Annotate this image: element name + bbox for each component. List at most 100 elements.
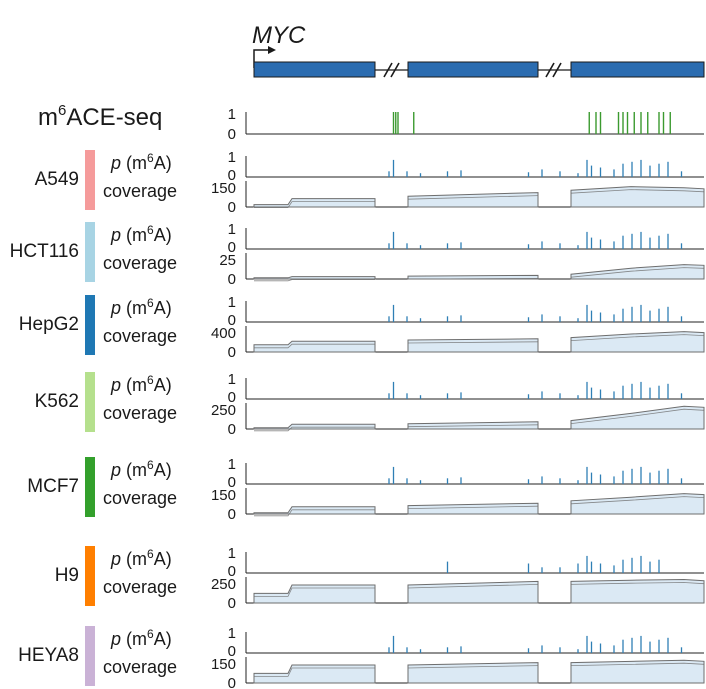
coverage-ymax-label: 25	[219, 252, 236, 269]
cell-line-color-bar	[85, 457, 95, 517]
p-m6a-label: p (m6A)	[110, 296, 172, 318]
coverage-replicate-line	[254, 667, 375, 677]
break-mark-2b	[552, 62, 562, 78]
coverage-replicate-line	[407, 505, 539, 509]
p-ymin-label: 0	[228, 389, 236, 406]
coverage-area-exon-1	[253, 198, 376, 208]
coverage-label: coverage	[103, 657, 177, 677]
coverage-replicate-line	[570, 496, 705, 505]
coverage-ymin-label: 0	[228, 675, 236, 689]
coverage-replicate-line	[254, 201, 375, 208]
coverage-area-exon-3	[570, 186, 705, 208]
p-m6a-label: p (m6A)	[110, 627, 172, 649]
cell-line-color-bar	[85, 626, 95, 686]
coverage-area-exon-2	[407, 192, 539, 208]
p-ymin-label: 0	[228, 239, 236, 256]
exon-2	[407, 61, 539, 78]
coverage-area-exon-1	[253, 664, 376, 684]
p-m6a-label: p (m6A)	[110, 223, 172, 245]
coverage-replicate-line	[407, 278, 539, 280]
p-ymin-label: 0	[228, 563, 236, 580]
ace-ymax-label: 1	[228, 106, 236, 123]
break-mark-1b	[390, 62, 400, 78]
cell-line-name: HEYA8	[18, 645, 79, 666]
ace-ymin-label: 0	[228, 126, 236, 143]
coverage-label: coverage	[103, 326, 177, 346]
coverage-replicate-line	[570, 582, 705, 585]
coverage-area-exon-3	[570, 659, 705, 684]
break-mark-2a	[545, 62, 555, 78]
p-ymax-label: 1	[228, 456, 236, 473]
p-ymin-label: 0	[228, 312, 236, 329]
coverage-label: coverage	[103, 253, 177, 273]
coverage-area-exon-3	[570, 331, 705, 353]
coverage-replicate-line	[407, 584, 539, 589]
cell-line-name: MCF7	[27, 476, 79, 497]
cell-line-color-bar	[85, 222, 95, 282]
cell-line-name: A549	[35, 169, 79, 190]
coverage-ymax-label: 250	[211, 402, 236, 419]
coverage-replicate-line	[254, 587, 375, 597]
coverage-replicate-line	[254, 279, 375, 282]
p-m6a-label: p (m6A)	[110, 151, 172, 173]
exon-3	[570, 61, 705, 78]
ace-seq-track: 1 0	[228, 106, 704, 143]
coverage-area-exon-1	[253, 506, 376, 515]
coverage-replicate-line	[570, 189, 705, 194]
coverage-area-exon-3	[570, 405, 705, 430]
p-ymax-label: 1	[228, 545, 236, 562]
p-ymin-label: 0	[228, 474, 236, 491]
ace-peaks	[392, 112, 671, 134]
coverage-ymin-label: 0	[228, 199, 236, 216]
break-mark-1a	[383, 62, 393, 78]
coverage-label: coverage	[103, 181, 177, 201]
p-ymax-label: 1	[228, 625, 236, 642]
coverage-area-exon-1	[253, 276, 376, 280]
coverage-ymin-label: 0	[228, 271, 236, 288]
coverage-ymin-label: 0	[228, 421, 236, 438]
cell-line-name: HCT116	[10, 241, 79, 262]
break-marks	[383, 62, 562, 78]
coverage-label: coverage	[103, 488, 177, 508]
exon-1	[253, 61, 376, 78]
coverage-replicate-line	[254, 426, 375, 432]
coverage-label: coverage	[103, 577, 177, 597]
coverage-area-exon-1	[253, 584, 376, 604]
method-title: m6ACE-seq	[38, 102, 162, 131]
p-ymin-label: 0	[228, 643, 236, 660]
coverage-replicate-line	[407, 665, 539, 669]
p-ymax-label: 1	[228, 149, 236, 166]
coverage-ymin-label: 0	[228, 506, 236, 523]
p-ymax-label: 1	[228, 221, 236, 238]
cell-line-name: K562	[35, 391, 79, 412]
p-m6a-label: p (m6A)	[110, 373, 172, 395]
coverage-replicate-line	[407, 195, 539, 200]
coverage-replicate-line	[254, 509, 375, 517]
coverage-replicate-line	[254, 343, 375, 349]
cell-line-color-bar	[85, 295, 95, 355]
coverage-area-exon-3	[570, 493, 705, 515]
method-base: m	[38, 104, 58, 131]
cell-line-color-bar	[85, 372, 95, 432]
coverage-area-exon-1	[253, 340, 376, 353]
method-rest: ACE-seq	[66, 104, 162, 131]
coverage-replicate-line	[570, 408, 705, 424]
p-ymax-label: 1	[228, 294, 236, 311]
coverage-ymin-label: 0	[228, 344, 236, 361]
coverage-label: coverage	[103, 403, 177, 423]
p-m6a-label: p (m6A)	[110, 547, 172, 569]
cell-line-name: HepG2	[19, 314, 79, 335]
p-ymin-label: 0	[228, 167, 236, 184]
coverage-ymax-label: 150	[211, 656, 236, 673]
coverage-area-exon-2	[407, 338, 539, 353]
coverage-replicate-line	[570, 334, 705, 341]
coverage-replicate-line	[407, 341, 539, 344]
coverage-ymax-label: 400	[211, 325, 236, 342]
